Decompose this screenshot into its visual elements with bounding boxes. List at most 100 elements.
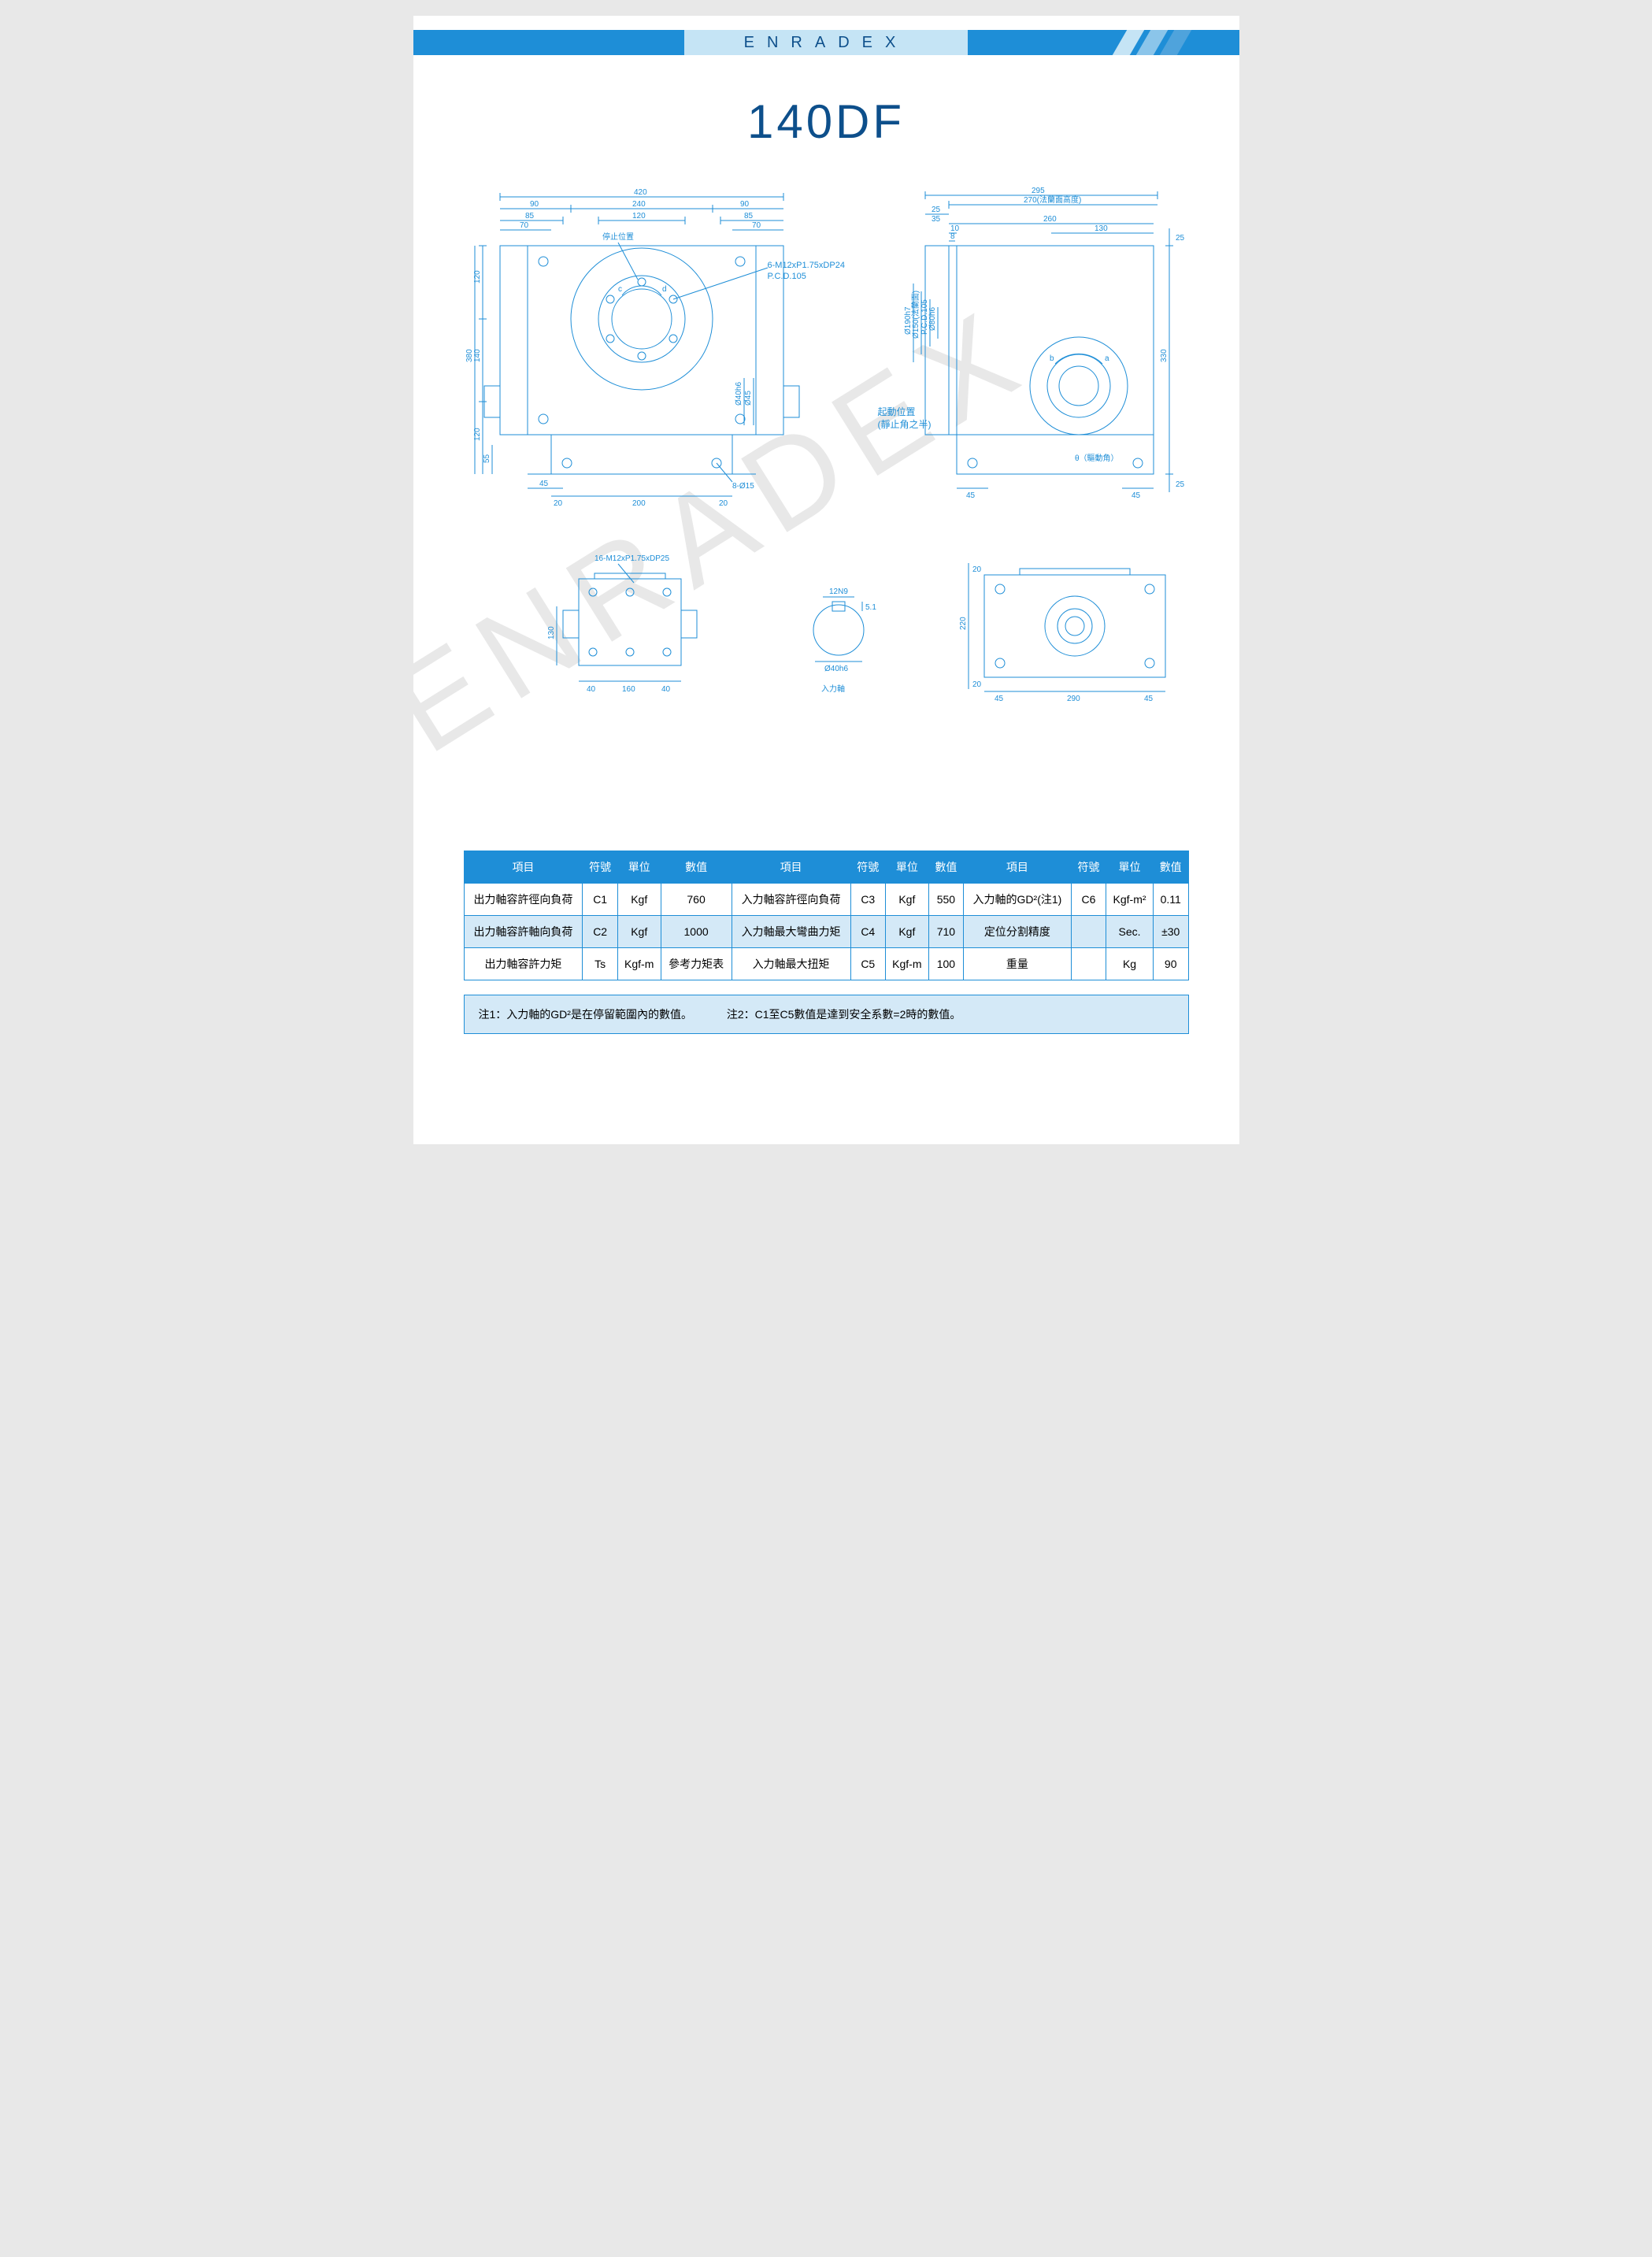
- note-1: 注1：入力軸的GD²是在停留範圍內的數值。: [479, 1008, 692, 1021]
- dim: 90: [530, 200, 539, 209]
- th: 單位: [886, 851, 929, 884]
- stop-position-label: 停止位置: [602, 232, 634, 242]
- td: Kgf: [886, 884, 929, 916]
- th: 數值: [928, 851, 964, 884]
- aux-view: 20 220 20 45 290 45: [941, 551, 1193, 709]
- shaft-label: 入力軸: [821, 684, 845, 694]
- start-position-label: 起動位置 (靜止角之半): [878, 406, 932, 431]
- pcd-note: P.C.D.105: [768, 271, 845, 282]
- th: 項目: [964, 851, 1072, 884]
- dim: 40: [661, 685, 671, 694]
- dim: 380: [465, 349, 474, 362]
- td: C2: [583, 916, 618, 948]
- dim: 85: [744, 212, 754, 221]
- td: 出力軸容許力矩: [464, 948, 583, 980]
- td: Kgf: [886, 916, 929, 948]
- dim: 45: [539, 480, 549, 488]
- table-row: 出力軸容許徑向負荷 C1 Kgf 760 入力軸容許徑向負荷 C3 Kgf 55…: [464, 884, 1188, 916]
- dim: 20: [972, 680, 982, 689]
- td: Kgf-m: [886, 948, 929, 980]
- dim: 220: [959, 617, 968, 630]
- page: ENRADEX 140DF ENRADEX 420 90 240 90 85: [413, 16, 1239, 1144]
- dim: 420: [634, 188, 647, 197]
- th: 符號: [850, 851, 886, 884]
- bolt-callout: 6-M12xP1.75xDP24 P.C.D.105: [768, 260, 845, 283]
- th: 單位: [1106, 851, 1154, 884]
- hole-note: 8-Ø15: [732, 482, 754, 491]
- td: 參考力矩表: [661, 948, 732, 980]
- header-stripes: [1113, 30, 1239, 55]
- dim: 25: [1176, 480, 1185, 489]
- td: 入力軸最大扭矩: [732, 948, 850, 980]
- td: 定位分割精度: [964, 916, 1072, 948]
- start-pos-1: 起動位置: [878, 406, 932, 419]
- dim: 55: [483, 454, 491, 463]
- table-header-row: 項目 符號 單位 數值 項目 符號 單位 數值 項目 符號 單位 數值: [464, 851, 1188, 884]
- td: 710: [928, 916, 964, 948]
- spec-table: 項目 符號 單位 數值 項目 符號 單位 數值 項目 符號 單位 數值 出力軸容…: [464, 851, 1189, 980]
- dim: 70: [520, 221, 529, 230]
- th: 符號: [583, 851, 618, 884]
- td: C3: [850, 884, 886, 916]
- dim: 130: [547, 626, 556, 639]
- td: [1071, 948, 1106, 980]
- dia: Ø150(法蘭面): [910, 291, 920, 339]
- rot-c: c: [618, 285, 622, 294]
- td: Kgf: [617, 884, 661, 916]
- dim: 40: [587, 685, 596, 694]
- td: Kgf-m: [617, 948, 661, 980]
- dia: Ø40h6: [735, 382, 743, 406]
- dim: 20: [972, 565, 982, 574]
- rot-a: a: [1105, 354, 1109, 363]
- dim: 70: [752, 221, 761, 230]
- td: 出力軸容許徑向負荷: [464, 884, 583, 916]
- dim: 130: [1095, 224, 1108, 233]
- technical-drawings: 420 90 240 90 85 120 85 70 70 停止位置: [461, 181, 1192, 795]
- th: 符號: [1071, 851, 1106, 884]
- shaft-detail: 12N9 5.1 Ø40h6 入力軸: [783, 575, 894, 701]
- dia: Ø80h6: [928, 307, 937, 331]
- td: Ts: [583, 948, 618, 980]
- dim: 35: [932, 215, 941, 224]
- front-view: 420 90 240 90 85 120 85 70 70 停止位置: [461, 181, 823, 512]
- dim: 120: [473, 270, 482, 284]
- spec-table-wrap: 項目 符號 單位 數值 項目 符號 單位 數值 項目 符號 單位 數值 出力軸容…: [464, 851, 1189, 1034]
- td: 550: [928, 884, 964, 916]
- note-2: 注2：C1至C5數值是達到安全系數=2時的數值。: [727, 1008, 961, 1021]
- td: 90: [1153, 948, 1188, 980]
- dim: 8: [950, 232, 955, 241]
- td: Sec.: [1106, 916, 1154, 948]
- td: Kgf-m²: [1106, 884, 1154, 916]
- shaft-dia: Ø40h6: [824, 665, 848, 673]
- table-row: 出力軸容許軸向負荷 C2 Kgf 1000 入力軸最大彎曲力矩 C4 Kgf 7…: [464, 916, 1188, 948]
- dim: 240: [632, 200, 646, 209]
- td: C1: [583, 884, 618, 916]
- td: 760: [661, 884, 732, 916]
- td: ±30: [1153, 916, 1188, 948]
- td: 重量: [964, 948, 1072, 980]
- dim: 45: [1132, 491, 1141, 500]
- td: 出力軸容許軸向負荷: [464, 916, 583, 948]
- td: 入力軸最大彎曲力矩: [732, 916, 850, 948]
- header-brand: ENRADEX: [684, 30, 968, 55]
- dim: 160: [622, 685, 635, 694]
- key-width: 12N9: [829, 587, 848, 596]
- td: [1071, 916, 1106, 948]
- start-pos-2: (靜止角之半): [878, 419, 932, 432]
- td: 0.11: [1153, 884, 1188, 916]
- dim: 25: [1176, 234, 1185, 243]
- page-title: 140DF: [413, 95, 1239, 149]
- dim: 200: [632, 499, 646, 508]
- td: 入力軸容許徑向負荷: [732, 884, 850, 916]
- bolt-note-top: 16-M12xP1.75xDP25: [594, 554, 669, 563]
- td: 100: [928, 948, 964, 980]
- dim: 85: [525, 212, 535, 221]
- dim: 140: [473, 349, 482, 362]
- dim: 330: [1160, 349, 1169, 362]
- td: 入力軸的GD²(注1): [964, 884, 1072, 916]
- side-view: 295 270(法蘭面高度) 25 35 260 10 130 8 b: [878, 181, 1193, 512]
- dim: 20: [554, 499, 563, 508]
- td: Kgf: [617, 916, 661, 948]
- td: C6: [1071, 884, 1106, 916]
- dim: 45: [1144, 695, 1154, 703]
